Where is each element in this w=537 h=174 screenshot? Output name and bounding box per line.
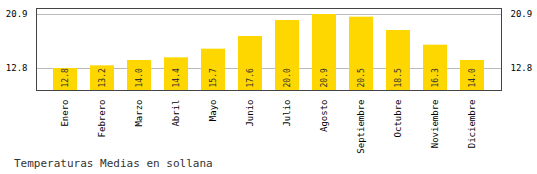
svg-text:20.5: 20.5 [357,68,366,87]
svg-text:13.2: 13.2 [98,68,107,87]
svg-text:20.9: 20.9 [320,68,329,87]
svg-text:Diciembre: Diciembre [467,100,477,149]
svg-text:14.0: 14.0 [468,68,477,87]
svg-text:15.7: 15.7 [209,68,218,87]
svg-text:18.5: 18.5 [394,68,403,87]
svg-text:20.9: 20.9 [6,9,28,19]
svg-text:Julio: Julio [282,100,292,127]
svg-text:16.3: 16.3 [431,68,440,87]
svg-text:12.8: 12.8 [6,63,28,73]
svg-text:12.8: 12.8 [61,68,70,87]
svg-text:Noviembre: Noviembre [430,100,440,149]
svg-text:12.8: 12.8 [511,63,533,73]
html-text:Temperaturas Medias en sollana: Temperaturas Medias en sollana [14,157,213,170]
svg-text:14.0: 14.0 [135,68,144,87]
svg-text:20.9: 20.9 [511,9,533,19]
svg-text:Enero: Enero [60,100,70,127]
svg-text:Agosto: Agosto [319,100,329,133]
svg-text:Septiembre: Septiembre [356,100,366,154]
svg-text:Octubre: Octubre [393,100,403,138]
svg-text:20.0: 20.0 [283,68,292,87]
svg-text:17.6: 17.6 [246,68,255,87]
svg-text:Junio: Junio [245,100,255,127]
svg-text:Abril: Abril [171,100,181,127]
svg-text:Marzo: Marzo [134,100,144,127]
svg-text:Febrero: Febrero [97,100,107,138]
svg-text:14.4: 14.4 [172,68,181,87]
svg-text:Mayo: Mayo [208,100,218,122]
